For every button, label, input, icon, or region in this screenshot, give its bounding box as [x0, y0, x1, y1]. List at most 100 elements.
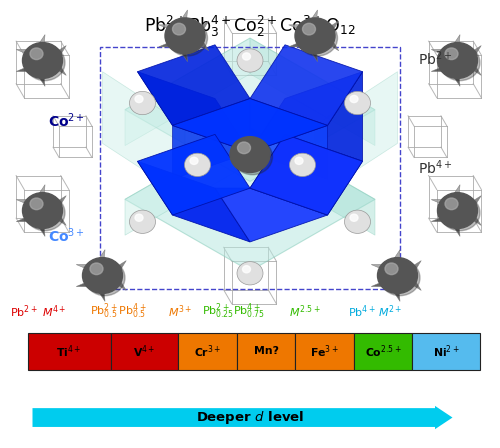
Polygon shape: [16, 211, 45, 237]
Circle shape: [380, 260, 420, 296]
Circle shape: [440, 45, 480, 81]
Circle shape: [440, 195, 480, 231]
Circle shape: [135, 95, 143, 103]
Text: Ni$^{2+}$: Ni$^{2+}$: [432, 343, 460, 360]
Bar: [110, 333, 178, 370]
Circle shape: [438, 193, 478, 228]
Circle shape: [445, 48, 458, 60]
Circle shape: [302, 23, 316, 35]
Bar: [354, 333, 412, 370]
Text: Pb$^{2+}$Pb$^{4+}_{3}$Co$^{2+}_{2}$Co$^{3+}_{2}$O$_{12}$: Pb$^{2+}$Pb$^{4+}_{3}$Co$^{2+}_{2}$Co$^{…: [144, 13, 356, 39]
Polygon shape: [102, 261, 126, 290]
Polygon shape: [16, 185, 45, 211]
Text: Pb$^{4+}$: Pb$^{4+}$: [418, 159, 452, 177]
Polygon shape: [250, 72, 362, 152]
Text: $\mathit{M}^{2+}$: $\mathit{M}^{2+}$: [378, 303, 402, 320]
Bar: [237, 333, 296, 370]
Text: Ti$^{4+}$: Ti$^{4+}$: [56, 343, 82, 360]
Circle shape: [344, 91, 370, 115]
Polygon shape: [288, 36, 318, 62]
Circle shape: [90, 263, 103, 275]
Polygon shape: [285, 72, 362, 161]
Text: Fe$^{3+}$: Fe$^{3+}$: [310, 343, 339, 360]
Polygon shape: [431, 211, 460, 237]
Text: $\mathit{M}^{3+}$: $\mathit{M}^{3+}$: [168, 303, 193, 320]
Circle shape: [237, 49, 263, 72]
Text: Co$^{2+}$: Co$^{2+}$: [48, 112, 84, 130]
Circle shape: [242, 266, 250, 273]
Polygon shape: [431, 34, 460, 60]
Text: V$^{4+}$: V$^{4+}$: [134, 343, 156, 360]
Polygon shape: [371, 250, 400, 276]
Text: Co$^{2.5+}$: Co$^{2.5+}$: [364, 343, 402, 360]
Circle shape: [22, 43, 62, 78]
Text: Deeper $\it{d}$ level: Deeper $\it{d}$ level: [196, 409, 304, 426]
Circle shape: [295, 157, 303, 164]
Text: Co$^{3+}$: Co$^{3+}$: [48, 226, 84, 245]
Polygon shape: [138, 134, 250, 215]
Circle shape: [30, 198, 43, 210]
Circle shape: [298, 20, 338, 56]
Polygon shape: [315, 72, 398, 197]
Circle shape: [290, 153, 316, 177]
Polygon shape: [250, 134, 362, 215]
Polygon shape: [431, 185, 460, 211]
Polygon shape: [16, 34, 45, 60]
Circle shape: [190, 157, 198, 164]
Text: Pb$^{2+}_{0.25}$Pb$^{4+}_{0.75}$: Pb$^{2+}_{0.25}$Pb$^{4+}_{0.75}$: [202, 302, 266, 321]
Polygon shape: [250, 99, 328, 179]
Polygon shape: [158, 36, 188, 62]
Circle shape: [135, 214, 143, 221]
Polygon shape: [125, 38, 375, 181]
Polygon shape: [42, 46, 66, 75]
Circle shape: [230, 137, 270, 172]
Text: Pb$^{4+}$: Pb$^{4+}$: [348, 303, 376, 320]
Polygon shape: [138, 161, 250, 242]
Polygon shape: [138, 45, 250, 125]
FancyArrow shape: [32, 406, 453, 429]
Polygon shape: [172, 99, 250, 179]
Polygon shape: [125, 128, 250, 235]
Text: Cr$^{3+}$: Cr$^{3+}$: [194, 343, 222, 360]
Polygon shape: [16, 60, 45, 86]
Text: Pb$^{2+}$: Pb$^{2+}$: [10, 303, 38, 320]
Polygon shape: [42, 196, 66, 225]
Circle shape: [172, 23, 186, 35]
Circle shape: [22, 193, 62, 228]
Circle shape: [130, 91, 156, 115]
Text: $\mathit{M}^{2.5+}$: $\mathit{M}^{2.5+}$: [289, 303, 321, 320]
Polygon shape: [458, 196, 481, 225]
Circle shape: [350, 95, 358, 103]
Polygon shape: [185, 21, 209, 51]
Polygon shape: [458, 46, 481, 75]
Polygon shape: [76, 276, 105, 302]
Polygon shape: [125, 128, 375, 271]
Circle shape: [350, 214, 358, 221]
Circle shape: [238, 142, 250, 154]
Polygon shape: [172, 99, 328, 152]
Polygon shape: [250, 38, 375, 146]
Polygon shape: [76, 250, 105, 276]
Circle shape: [82, 258, 122, 293]
Circle shape: [25, 195, 65, 231]
Circle shape: [25, 45, 65, 81]
Text: $\mathit{M}^{4+}$: $\mathit{M}^{4+}$: [42, 303, 66, 320]
Circle shape: [242, 53, 250, 60]
Circle shape: [237, 262, 263, 285]
Circle shape: [378, 258, 418, 293]
Circle shape: [232, 139, 272, 175]
Polygon shape: [250, 45, 362, 125]
Polygon shape: [315, 21, 339, 51]
Polygon shape: [431, 60, 460, 86]
Bar: [178, 333, 237, 370]
Polygon shape: [250, 134, 362, 215]
Circle shape: [438, 43, 478, 78]
Text: Pb$^{2+}$: Pb$^{2+}$: [418, 49, 452, 68]
Bar: [296, 333, 354, 370]
Polygon shape: [215, 188, 328, 242]
Polygon shape: [158, 10, 188, 36]
Bar: [412, 333, 480, 370]
Polygon shape: [102, 72, 185, 197]
Circle shape: [30, 48, 43, 60]
Circle shape: [85, 260, 125, 296]
